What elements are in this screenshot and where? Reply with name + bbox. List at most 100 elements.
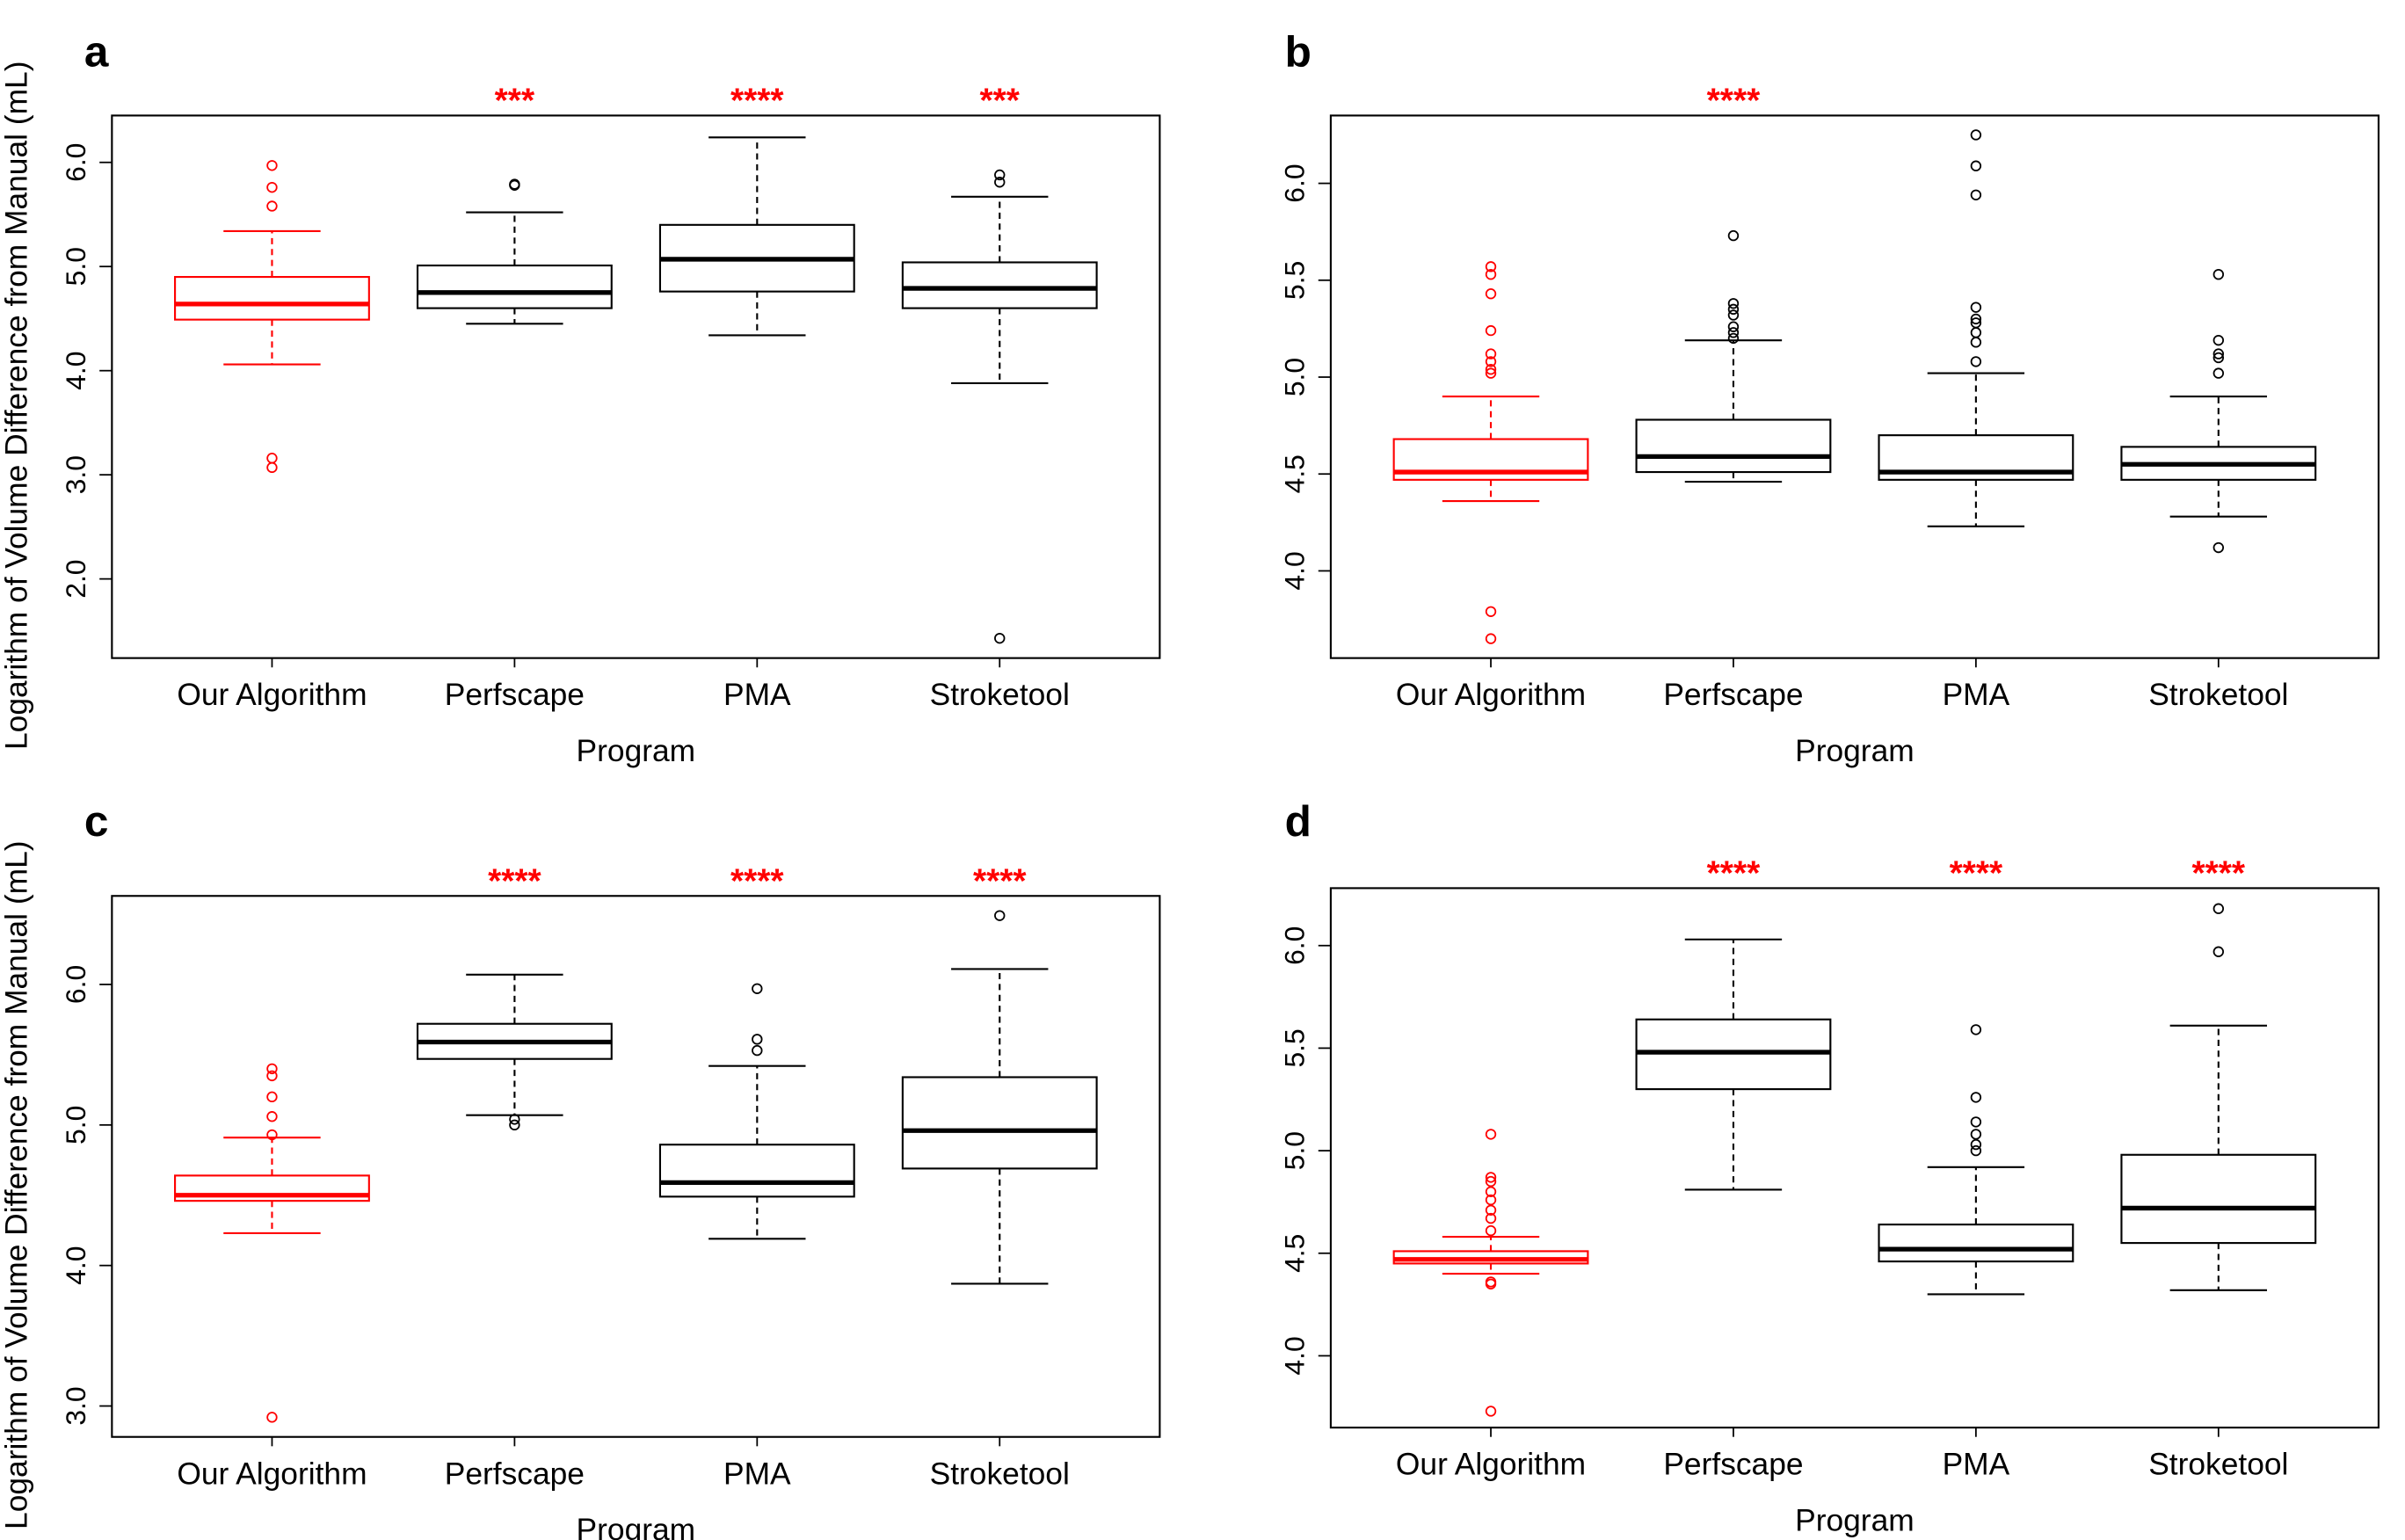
y-tick-label: 2.0 xyxy=(60,559,91,598)
x-axis-label: Program xyxy=(577,1513,696,1540)
y-tick-label: 5.0 xyxy=(1278,358,1310,396)
outlier xyxy=(2212,367,2225,379)
outlier xyxy=(1485,364,1497,375)
outlier xyxy=(1970,189,1982,200)
outlier xyxy=(1970,1116,1982,1128)
y-tick-label: 3.0 xyxy=(60,455,91,494)
x-tick-label: Our Algorithm xyxy=(1396,678,1586,712)
x-tick-label: PMA xyxy=(723,1456,791,1491)
plot-frame xyxy=(111,114,1161,659)
outlier xyxy=(266,1091,278,1103)
panel: 4.0 4.5 5.0 5.5 6.0 Our Algorithm Perfscape ***… xyxy=(1278,83,2380,768)
significance: **** xyxy=(488,862,541,900)
outlier xyxy=(1970,313,1982,325)
x-tick-label: Perfscape xyxy=(445,1456,585,1491)
x-tick-label: Our Algorithm xyxy=(1396,1448,1586,1482)
outlier xyxy=(1727,229,1740,242)
outlier xyxy=(1970,160,1982,171)
outlier xyxy=(752,983,763,994)
x-tick-label: Perfscape xyxy=(1663,1448,1803,1482)
outlier xyxy=(2212,334,2225,346)
outlier xyxy=(509,179,520,191)
outlier xyxy=(1485,288,1497,300)
y-tick-label: 6.0 xyxy=(1278,163,1310,202)
panel: 3.0 4.0 5.0 6.0 Our Algorithm Perfscape **** PM… xyxy=(0,840,1161,1540)
box xyxy=(658,1144,855,1198)
outlier xyxy=(1727,303,1740,316)
x-tick-label: Our Algorithm xyxy=(177,1456,367,1491)
y-axis-label: Logarithm of Volume Difference from Manu… xyxy=(0,840,34,1529)
significance: *** xyxy=(980,83,1021,120)
outlier xyxy=(1485,348,1497,360)
y-tick-label: 4.0 xyxy=(1278,551,1310,590)
outlier xyxy=(752,1044,763,1057)
outlier xyxy=(1485,367,1497,379)
outlier xyxy=(1970,327,1982,338)
y-axis-label: Logarithm of Volume Difference from Manu… xyxy=(0,62,34,750)
x-tick-label: Stroketool xyxy=(930,678,1070,712)
box xyxy=(174,275,370,321)
panel-label: b xyxy=(1285,28,1311,76)
y-tick-label: 5.0 xyxy=(1278,1131,1310,1170)
x-axis-label: Program xyxy=(1795,1503,1915,1537)
outlier xyxy=(1485,1406,1497,1417)
outlier xyxy=(1727,298,1740,309)
outlier xyxy=(266,1412,278,1423)
x-tick-label: Our Algorithm xyxy=(177,678,367,712)
box xyxy=(901,1076,1098,1170)
outlier xyxy=(1485,356,1497,367)
outlier xyxy=(994,632,1006,644)
outlier xyxy=(266,1063,278,1075)
significance: **** xyxy=(730,83,784,120)
y-tick-label: 3.0 xyxy=(60,1386,91,1425)
significance: **** xyxy=(973,862,1027,900)
y-tick-label: 5.0 xyxy=(60,1106,91,1144)
outlier xyxy=(1727,309,1740,321)
outlier xyxy=(1970,1024,1982,1035)
outlier xyxy=(994,910,1006,921)
outlier xyxy=(266,1070,278,1082)
outlier xyxy=(2212,946,2225,957)
x-tick-label: Stroketool xyxy=(2148,678,2288,712)
x-tick-label: PMA xyxy=(1943,1448,2010,1482)
outlier xyxy=(1970,1138,1982,1151)
panel: 4.0 4.5 5.0 5.5 6.0 Our Algorithm Perfscape ***… xyxy=(1278,855,2380,1537)
outlier xyxy=(1970,1092,1982,1103)
outlier xyxy=(1970,1144,1982,1157)
y-tick-label: 4.0 xyxy=(60,1246,91,1285)
outlier xyxy=(1485,1175,1497,1188)
outlier xyxy=(1970,301,1982,313)
y-tick-label: 4.5 xyxy=(1278,1234,1310,1273)
outlier xyxy=(1485,606,1497,617)
outlier xyxy=(1485,261,1497,272)
x-tick-label: Perfscape xyxy=(445,678,585,712)
outlier xyxy=(994,177,1006,188)
panel: 2.0 3.0 4.0 5.0 6.0 Our Algorithm Perfscape ***… xyxy=(0,62,1161,768)
x-axis-label: Program xyxy=(577,734,696,768)
x-tick-label: Perfscape xyxy=(1663,678,1803,712)
outlier xyxy=(2212,352,2225,364)
outlier xyxy=(2212,903,2225,914)
plot-frame xyxy=(1329,114,2380,659)
outlier xyxy=(1727,332,1740,345)
box xyxy=(901,261,1098,309)
outlier xyxy=(1485,1194,1497,1206)
panel-label: a xyxy=(84,28,109,76)
x-tick-label: PMA xyxy=(723,678,791,712)
outlier xyxy=(266,200,278,212)
x-tick-label: Stroketool xyxy=(2148,1448,2288,1482)
significance: **** xyxy=(1950,855,2003,893)
outlier xyxy=(1970,1129,1982,1140)
x-tick-label: Stroketool xyxy=(930,1456,1070,1491)
y-tick-label: 4.5 xyxy=(1278,454,1310,493)
plot-frame xyxy=(1329,887,2380,1429)
box xyxy=(1635,418,1832,474)
outlier xyxy=(266,1111,278,1122)
significance: **** xyxy=(1707,83,1761,120)
y-tick-label: 5.5 xyxy=(1278,1028,1310,1067)
outlier xyxy=(1970,356,1982,367)
outlier xyxy=(752,1034,763,1045)
plot-frame xyxy=(111,895,1161,1438)
outlier xyxy=(509,1114,520,1125)
